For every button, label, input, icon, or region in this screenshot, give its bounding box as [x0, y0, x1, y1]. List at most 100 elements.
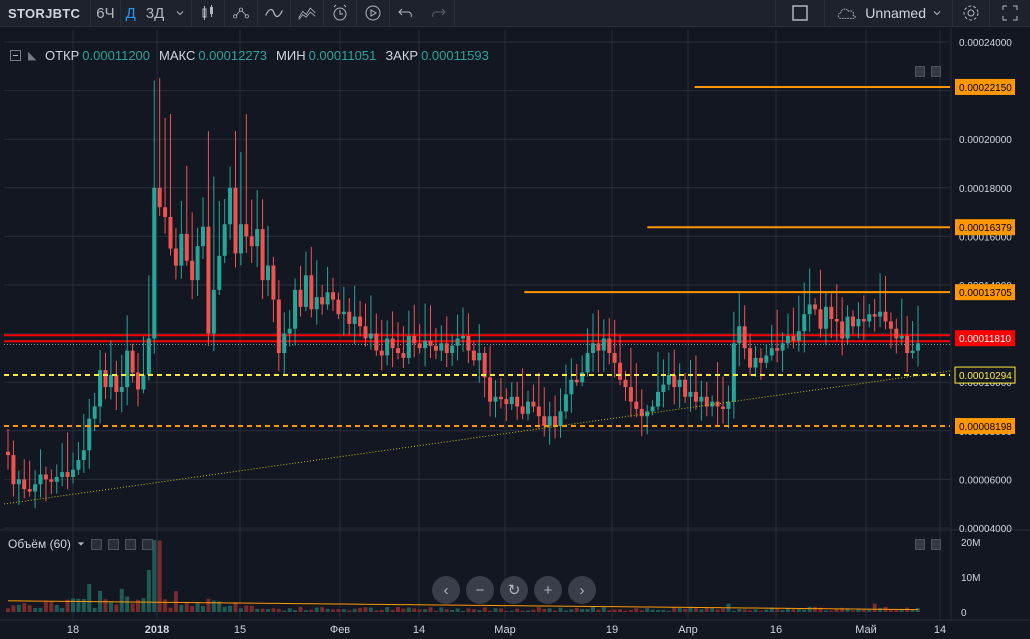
- volume-bar: [347, 610, 352, 612]
- zoom-in-button[interactable]: +: [534, 576, 562, 604]
- volume-bar: [840, 607, 845, 612]
- symbol-search[interactable]: STORJBTC: [0, 0, 92, 27]
- compare-button[interactable]: [291, 0, 325, 27]
- volume-bar: [563, 610, 568, 612]
- volume-bar: [103, 599, 108, 612]
- volume-bar: [628, 609, 633, 612]
- candle: [130, 343, 135, 383]
- candle: [574, 364, 579, 386]
- volume-bar: [114, 604, 119, 612]
- symbol-label: STORJBTC: [8, 5, 81, 21]
- time-tick-label: Апр: [678, 624, 697, 636]
- candle: [287, 310, 292, 347]
- candle: [607, 318, 612, 365]
- candle: [461, 307, 465, 352]
- candle: [477, 324, 482, 383]
- candle: [656, 351, 660, 411]
- chevron-down-icon[interactable]: [77, 540, 85, 548]
- candle: [894, 318, 899, 354]
- candle: [536, 372, 541, 429]
- alert-button[interactable]: [324, 0, 358, 27]
- time-tick-label: Мар: [494, 624, 516, 636]
- volume-bar: [823, 610, 828, 612]
- settings-button[interactable]: [953, 0, 990, 27]
- intervals-dropdown[interactable]: [169, 0, 193, 27]
- interval-1d[interactable]: Д: [125, 4, 136, 22]
- candle: [423, 303, 428, 367]
- layout-name: Unnamed: [865, 5, 926, 21]
- candle: [558, 388, 563, 438]
- collapse-toggle[interactable]: [10, 50, 21, 61]
- pane-down-button[interactable]: [915, 66, 925, 77]
- candle: [710, 395, 715, 417]
- volume-pane-down-button[interactable]: [915, 539, 925, 550]
- candle: [211, 176, 216, 352]
- replay-button[interactable]: [357, 0, 391, 27]
- candle: [845, 305, 850, 345]
- candle: [152, 80, 157, 354]
- redo-button[interactable]: [422, 0, 456, 27]
- line-style-icon: [265, 8, 284, 18]
- volume-bar: [428, 607, 433, 612]
- line-style-button[interactable]: [258, 0, 292, 27]
- volume-bar: [650, 609, 655, 612]
- volume-bar: [60, 607, 65, 612]
- scroll-left-button[interactable]: ‹: [432, 576, 460, 604]
- volume-bar: [547, 608, 552, 612]
- candle: [303, 251, 308, 312]
- volume-settings-button[interactable]: [107, 538, 119, 550]
- interval-6h[interactable]: 6Ч: [91, 0, 121, 27]
- volume-eye-button[interactable]: [90, 538, 102, 550]
- volume-bar: [390, 609, 395, 612]
- volume-bar: [11, 605, 16, 612]
- zoom-out-button[interactable]: −: [466, 576, 494, 604]
- interval-3d[interactable]: 3Д: [145, 4, 165, 22]
- volume-bar: [341, 609, 346, 612]
- minus-icon: −: [475, 581, 485, 599]
- candle: [16, 470, 21, 505]
- volume-remove-button[interactable]: [124, 538, 136, 550]
- pane-maximize-button[interactable]: [931, 66, 941, 77]
- candle: [786, 313, 790, 349]
- expand-button[interactable]: [990, 0, 1030, 27]
- candle: [726, 385, 731, 429]
- candle: [103, 352, 108, 400]
- candle: [190, 212, 195, 300]
- volume-bar: [336, 609, 341, 612]
- candle: [910, 320, 915, 359]
- candle: [867, 303, 872, 328]
- volume-pane-maximize-button[interactable]: [931, 539, 941, 550]
- candle: [217, 200, 222, 296]
- close-label: ЗАКР: [385, 48, 419, 63]
- volume-bar: [444, 609, 449, 612]
- volume-bar: [6, 608, 10, 612]
- candle: [721, 376, 725, 424]
- candle: [385, 320, 390, 366]
- candle: [878, 273, 883, 328]
- volume-bar: [92, 607, 97, 612]
- volume-bar: [634, 608, 639, 612]
- reset-button[interactable]: ↻: [500, 576, 528, 604]
- volume-more-button[interactable]: [141, 538, 153, 550]
- undo-button[interactable]: [390, 0, 422, 27]
- volume-bar: [293, 610, 298, 612]
- candle: [179, 200, 184, 279]
- candlestick-series: [6, 78, 920, 509]
- volume-bar: [834, 608, 839, 612]
- indicators-button[interactable]: [225, 0, 259, 27]
- layout-menu[interactable]: Unnamed: [825, 0, 953, 27]
- scroll-right-button[interactable]: ›: [568, 576, 596, 604]
- volume-bar: [639, 610, 644, 612]
- candle: [168, 113, 173, 256]
- candle: [314, 260, 319, 325]
- fullscreen-toggle[interactable]: [776, 0, 826, 27]
- candle: [683, 373, 688, 403]
- volume-bar: [314, 607, 319, 612]
- volume-bar: [396, 606, 400, 612]
- candle: [87, 398, 92, 469]
- volume-label: Объём (60): [8, 537, 71, 551]
- price-label: 0.00010294: [954, 366, 1016, 384]
- price-label-text: 0.00008198: [959, 422, 1012, 433]
- chart-type-button[interactable]: [192, 0, 226, 27]
